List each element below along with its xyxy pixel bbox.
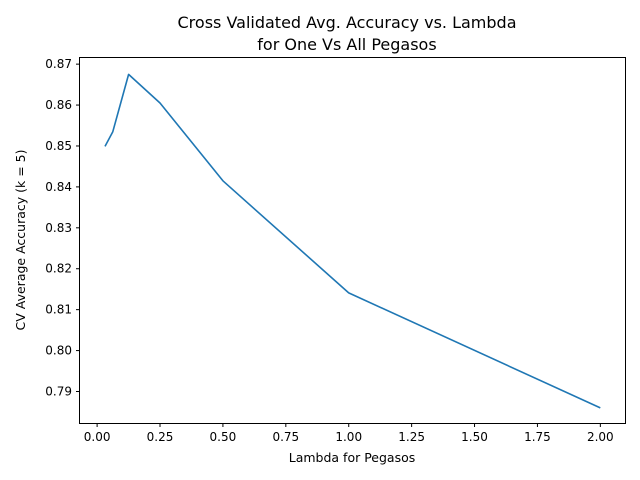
x-tick-label: 1.25 [398, 430, 425, 444]
x-tick-label: 0.50 [210, 430, 237, 444]
series-line [104, 73, 601, 409]
x-axis-ticks: 0.00 0.25 0.50 0.75 1.00 1.25 1.50 1.75 2.00 [84, 423, 614, 444]
x-tick-label: 1.75 [524, 430, 551, 444]
chart-subtitle: for One Vs All Pegasos [257, 35, 436, 54]
y-tick-label: 0.81 [45, 303, 72, 317]
plot-area [79, 57, 626, 424]
y-tick-label: 0.84 [45, 180, 72, 194]
x-tick-label: 1.00 [335, 430, 362, 444]
y-tick-label: 0.83 [45, 221, 72, 235]
x-tick-label: 0.25 [147, 430, 174, 444]
y-axis-ticks: 0.79 0.80 0.81 0.82 0.83 0.84 0.85 0.86 0.87 [45, 57, 80, 398]
x-tick-label: 2.00 [587, 430, 614, 444]
y-tick-label: 0.85 [45, 139, 72, 153]
x-axis-label: Lambda for Pegasos [289, 450, 416, 465]
y-tick-label: 0.87 [45, 57, 72, 71]
y-axis-label: CV Average Accuracy (k = 5) [13, 150, 28, 331]
y-tick-label: 0.82 [45, 262, 72, 276]
axes-frame [79, 57, 626, 424]
chart-title: Cross Validated Avg. Accuracy vs. Lambda [178, 13, 517, 32]
series-layer [104, 73, 601, 409]
y-tick-label: 0.86 [45, 98, 72, 112]
x-tick-label: 0.00 [84, 430, 111, 444]
x-tick-label: 1.50 [461, 430, 488, 444]
x-tick-label: 0.75 [272, 430, 299, 444]
y-tick-label: 0.80 [45, 344, 72, 358]
y-tick-label: 0.79 [45, 384, 72, 398]
